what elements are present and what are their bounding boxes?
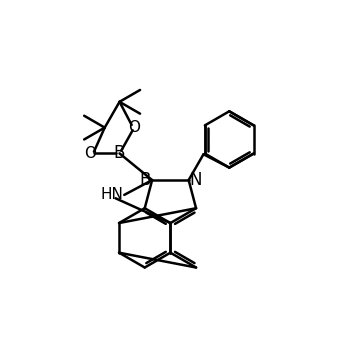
Text: O: O: [129, 120, 140, 135]
Text: B: B: [139, 171, 151, 189]
Text: O: O: [84, 146, 96, 161]
Text: B: B: [114, 144, 125, 162]
Text: N: N: [190, 171, 202, 189]
Text: HN: HN: [101, 188, 123, 203]
